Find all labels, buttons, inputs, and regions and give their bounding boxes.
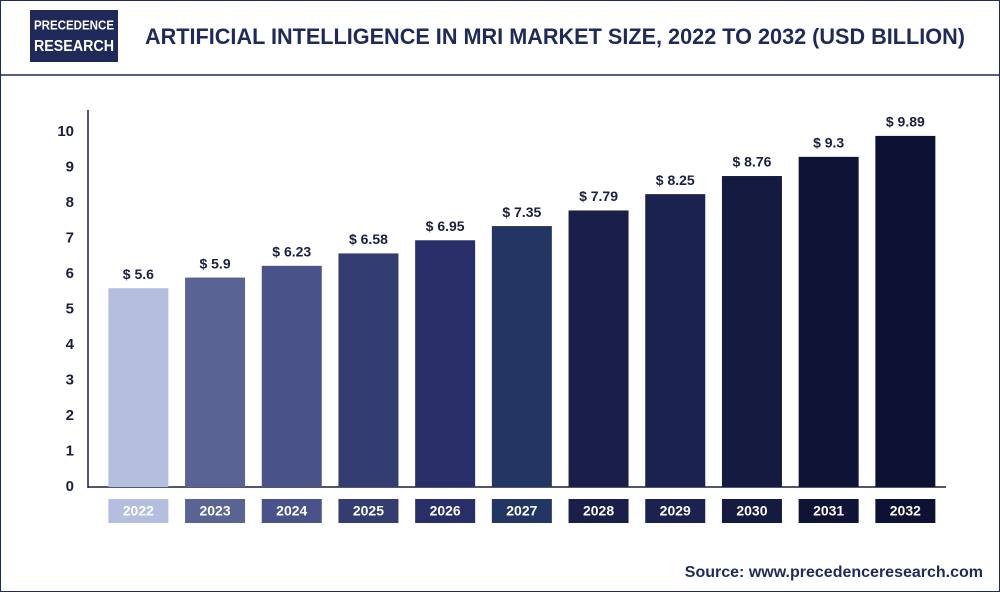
y-tick-label: 7 <box>66 229 74 246</box>
y-tick-label: 5 <box>66 300 74 317</box>
bar <box>721 176 782 487</box>
y-tick-label: 6 <box>66 265 74 282</box>
value-label: $ 9.89 <box>886 114 925 130</box>
x-tick-label: 2024 <box>276 503 307 519</box>
x-tick-label: 2025 <box>353 503 384 519</box>
bar <box>491 226 552 487</box>
category-box <box>185 499 246 523</box>
category-box <box>261 499 322 523</box>
x-tick-label: 2032 <box>890 503 921 519</box>
value-label: $ 7.79 <box>579 188 618 204</box>
y-tick-label: 8 <box>66 194 74 211</box>
bar <box>645 194 706 487</box>
value-label: $ 6.95 <box>426 218 465 234</box>
y-tick-label: 9 <box>66 158 74 175</box>
category-box <box>338 499 399 523</box>
value-label: $ 9.3 <box>813 135 844 151</box>
category-box <box>108 499 169 523</box>
y-tick-label: 4 <box>66 336 75 353</box>
value-label: $ 7.35 <box>502 204 541 220</box>
category-box <box>721 499 782 523</box>
y-tick-label: 2 <box>66 407 74 424</box>
y-tick-label: 0 <box>66 478 74 495</box>
bar <box>338 253 399 487</box>
bar <box>568 210 629 487</box>
chart-title: ARTIFICIAL INTELLIGENCE IN MRI MARKET SI… <box>145 24 965 49</box>
category-box <box>645 499 706 523</box>
x-tick-label: 2030 <box>736 503 767 519</box>
bar <box>875 135 936 487</box>
source: Source: www.precedenceresearch.com <box>685 564 983 581</box>
category-box <box>568 499 629 523</box>
logo-text: RESEARCH <box>34 38 114 55</box>
bar <box>798 156 859 487</box>
y-tick-label: 3 <box>66 371 74 388</box>
bar <box>108 288 169 487</box>
value-label: $ 8.25 <box>656 172 695 188</box>
x-tick-label: 2026 <box>430 503 461 519</box>
x-tick-label: 2031 <box>813 503 844 519</box>
value-label: $ 5.6 <box>123 266 154 282</box>
category-box <box>875 499 936 523</box>
bar <box>415 240 476 487</box>
x-tick-label: 2028 <box>583 503 614 519</box>
category-box <box>798 499 859 523</box>
logo-text: PRECEDENCE <box>34 17 114 32</box>
y-tick-label: 10 <box>57 123 74 140</box>
x-tick-label: 2022 <box>123 503 154 519</box>
x-tick-label: 2027 <box>506 503 537 519</box>
logo-box <box>30 10 118 62</box>
category-box <box>415 499 476 523</box>
value-label: $ 6.23 <box>272 244 311 260</box>
y-tick-label: 1 <box>66 442 74 459</box>
x-tick-label: 2023 <box>199 503 230 519</box>
value-label: $ 6.58 <box>349 231 388 247</box>
bar <box>185 277 246 487</box>
bar <box>261 265 322 487</box>
x-tick-label: 2029 <box>660 503 691 519</box>
category-box <box>491 499 552 523</box>
value-label: $ 8.76 <box>732 154 771 170</box>
value-label: $ 5.9 <box>199 255 230 271</box>
